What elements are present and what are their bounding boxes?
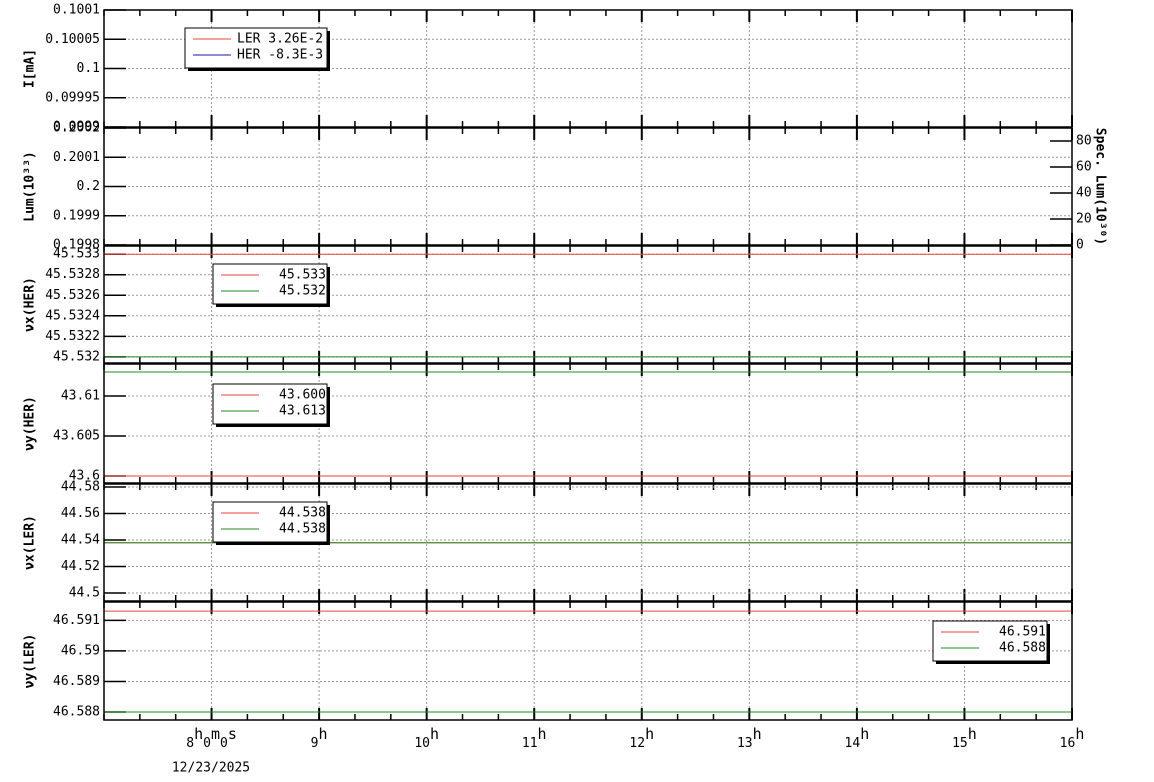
legend-label: 44.538 (279, 522, 326, 537)
x-tick-label-part: h (1075, 725, 1084, 743)
x-tick-label-part: h (319, 725, 328, 743)
x-tick-label-part: 0 (203, 736, 211, 751)
x-tick-label-part: h (194, 725, 203, 743)
y2-tick-label: 0 (1076, 238, 1084, 253)
x-tick-label-part: s (228, 725, 237, 743)
y-tick-label: 44.54 (61, 533, 100, 548)
plot-frame (103, 245, 1073, 364)
y-axis-label: Lum(10³³) (23, 151, 38, 221)
plot-frame (103, 601, 1073, 721)
legend-label: 46.588 (999, 641, 1046, 656)
y-tick-label: 44.52 (61, 559, 100, 574)
x-tick-label-part: 11 (522, 736, 538, 751)
x-tick-label-part: h (430, 725, 439, 743)
x-tick-label-part: h (753, 725, 762, 743)
y-axis-label: νy(HER) (23, 396, 38, 451)
y-tick-label: 46.591 (53, 613, 100, 628)
x-tick-label-part: 12 (629, 736, 645, 751)
x-tick-label: 15h (952, 725, 977, 751)
x-tick-label-part: 9 (311, 736, 319, 751)
legend-label: 46.591 (999, 625, 1046, 640)
legend-label: HER -8.3E-3 (237, 48, 323, 63)
y-tick-label: 0.1001 (53, 3, 100, 18)
y-tick-label: 0.1 (77, 61, 100, 76)
y2-tick-label: 20 (1076, 212, 1092, 227)
y2-tick-label: 40 (1076, 186, 1092, 201)
y-tick-label: 44.58 (61, 480, 100, 495)
legend (212, 263, 328, 305)
plot-frame (103, 9, 1073, 128)
y-tick-label: 0.09995 (45, 90, 100, 105)
y-tick-label: 0.0999 (53, 120, 100, 135)
y-tick-label: 45.5328 (45, 267, 100, 282)
legend-label: 44.538 (279, 506, 326, 521)
y-tick-label: 0.2001 (53, 150, 100, 165)
y-tick-label: 0.2002 (53, 121, 100, 136)
y-axis-label: I[mA] (23, 49, 38, 88)
y2-tick-label: 80 (1076, 134, 1092, 149)
x-tick-label-part: 15 (952, 736, 968, 751)
legend-label: 43.613 (279, 404, 326, 419)
x-tick-label-part: 10 (414, 736, 430, 751)
x-tick-label: 9h (311, 725, 328, 751)
y-tick-label: 44.5 (69, 586, 100, 601)
y2-axis-label: Spec. Lum(10³⁰) (1093, 128, 1108, 245)
legend-label: LER 3.26E-2 (237, 32, 323, 47)
x-tick-label: 10h (414, 725, 439, 751)
x-tick-label-part: h (645, 725, 654, 743)
y-tick-label: 0.10005 (45, 32, 100, 47)
y-tick-label: 0.1999 (53, 208, 100, 223)
x-tick-label: 13h (737, 725, 762, 751)
x-tick-label-part: 8 (186, 736, 194, 751)
x-tick-label-part: m (211, 725, 220, 743)
x-tick-label-part: 0 (220, 736, 228, 751)
x-tick-label: 14h (845, 725, 870, 751)
legend (212, 383, 328, 425)
y2-tick-label: 60 (1076, 160, 1092, 175)
y-tick-label: 43.605 (53, 429, 100, 444)
plot-frame (103, 127, 1073, 246)
y-tick-label: 45.532 (53, 349, 100, 364)
y-tick-label: 45.5322 (45, 329, 100, 344)
x-tick-label: 12h (629, 725, 654, 751)
y-tick-label: 43.6 (69, 469, 100, 484)
legend-label: 43.600 (279, 388, 326, 403)
y-tick-label: 45.5324 (45, 308, 100, 323)
y-axis-label: νy(LER) (23, 634, 38, 689)
x-tick-label-part: 16 (1060, 736, 1076, 751)
y-tick-label: 43.61 (61, 389, 100, 404)
x-tick-label-part: 13 (737, 736, 753, 751)
x-tick-label-part: h (860, 725, 869, 743)
x-tick-label: 11h (522, 725, 547, 751)
legend (212, 501, 328, 543)
x-tick-label-part: h (968, 725, 977, 743)
y-tick-label: 0.1998 (53, 238, 100, 253)
x-tick-label: 16h (1060, 725, 1085, 751)
legend (932, 620, 1048, 662)
x-tick-label-part: h (538, 725, 547, 743)
legend-label: 45.533 (279, 268, 326, 283)
y-tick-label: 46.589 (53, 674, 100, 689)
plot-frame (103, 363, 1073, 484)
y-tick-label: 46.59 (61, 643, 100, 658)
y-tick-label: 45.5326 (45, 288, 100, 303)
x-axis-label: 12/23/2025 (172, 761, 250, 776)
y-axis-label: νx(LER) (23, 515, 38, 570)
y-tick-label: 44.56 (61, 506, 100, 521)
y-axis-label: νx(HER) (23, 277, 38, 332)
x-tick-label: 8h0m0s (186, 725, 237, 751)
y-tick-label: 0.2 (77, 179, 100, 194)
x-tick-label-part: 14 (845, 736, 861, 751)
legend-label: 45.532 (279, 284, 326, 299)
legend (184, 27, 328, 69)
plot-frame (103, 483, 1073, 602)
y-tick-label: 46.588 (53, 705, 100, 720)
y-tick-label: 45.533 (53, 247, 100, 262)
